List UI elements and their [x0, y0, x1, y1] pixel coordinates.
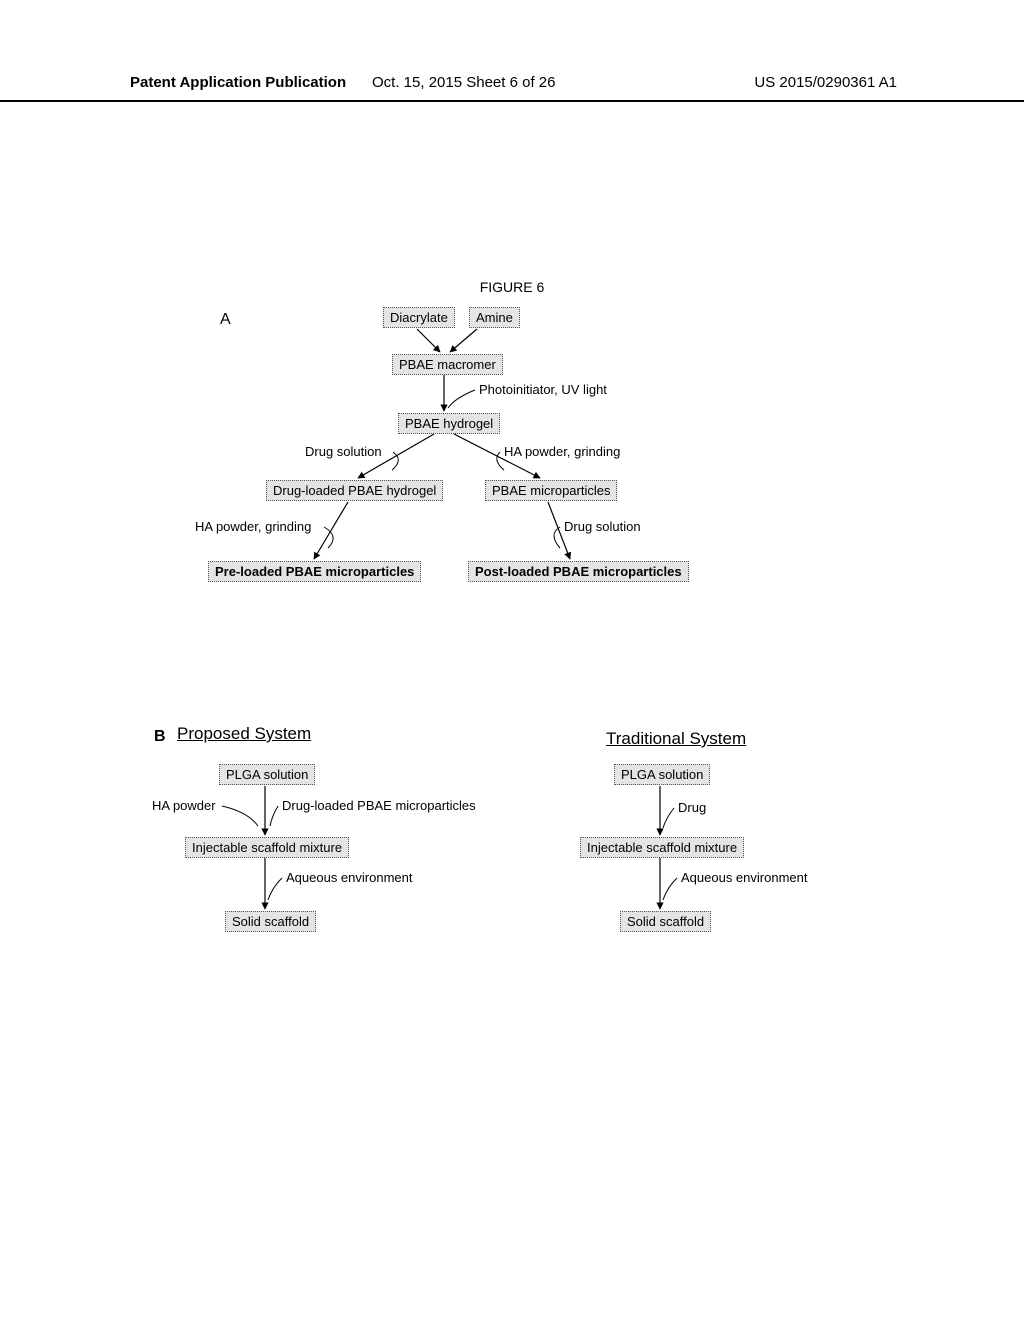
page-header: Patent Application Publication Oct. 15, … — [0, 74, 1024, 102]
label-trad-aqueous: Aqueous environment — [681, 870, 807, 885]
patent-id: US 2015/0290361 A1 — [754, 74, 897, 91]
panel-a-label: A — [220, 311, 231, 329]
label-trad-drug: Drug — [678, 800, 706, 815]
panel-b-label: B — [154, 728, 166, 746]
label-prop-drugloaded: Drug-loaded PBAE microparticles — [282, 798, 476, 813]
box-postloaded: Post-loaded PBAE microparticles — [468, 561, 689, 582]
box-trad-injectable: Injectable scaffold mixture — [580, 837, 744, 858]
label-drugsolution2: Drug solution — [564, 519, 641, 534]
label-hagrinding2: HA powder, grinding — [195, 519, 311, 534]
traditional-title: Traditional System — [606, 729, 746, 749]
label-prop-aqueous: Aqueous environment — [286, 870, 412, 885]
box-hydrogel: PBAE hydrogel — [398, 413, 500, 434]
arrows-panel-a — [0, 0, 1024, 700]
box-prop-solid: Solid scaffold — [225, 911, 316, 932]
box-amine: Amine — [469, 307, 520, 328]
figure-title: FIGURE 6 — [0, 279, 1024, 295]
box-trad-plga: PLGA solution — [614, 764, 710, 785]
box-microparticles: PBAE microparticles — [485, 480, 617, 501]
label-hagrinding1: HA powder, grinding — [504, 444, 620, 459]
label-photoinitiator: Photoinitiator, UV light — [479, 382, 607, 397]
box-trad-solid: Solid scaffold — [620, 911, 711, 932]
box-prop-plga: PLGA solution — [219, 764, 315, 785]
box-prop-injectable: Injectable scaffold mixture — [185, 837, 349, 858]
box-macromer: PBAE macromer — [392, 354, 503, 375]
box-preloaded: Pre-loaded PBAE microparticles — [208, 561, 421, 582]
label-prop-hapowder: HA powder — [152, 798, 216, 813]
date-sheet: Oct. 15, 2015 Sheet 6 of 26 — [372, 74, 555, 91]
label-drugsolution1: Drug solution — [305, 444, 382, 459]
pub-label: Patent Application Publication — [130, 74, 346, 91]
proposed-title: Proposed System — [177, 724, 311, 744]
box-diacrylate: Diacrylate — [383, 307, 455, 328]
box-drugloaded-hydrogel: Drug-loaded PBAE hydrogel — [266, 480, 443, 501]
